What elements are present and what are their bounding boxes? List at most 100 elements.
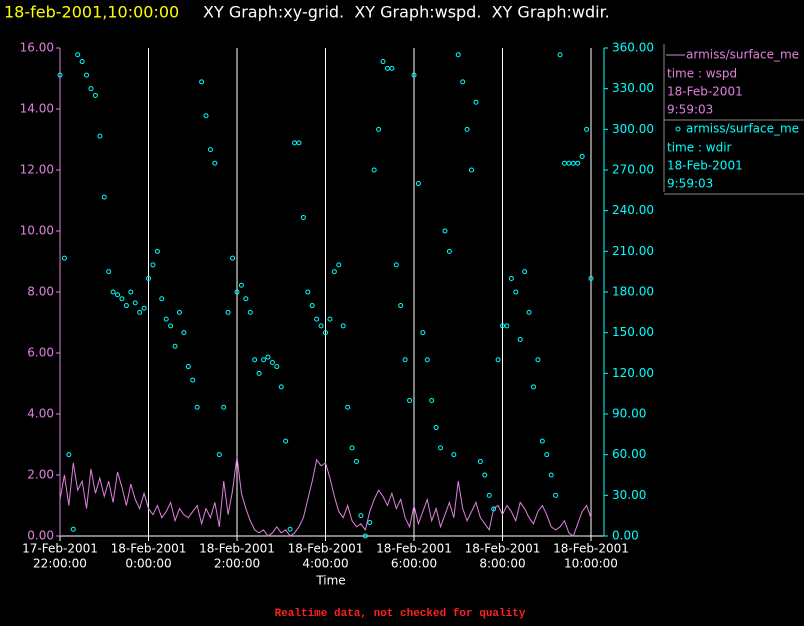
wdir-point (407, 397, 413, 403)
y-tick-label: 4.00 (27, 407, 54, 421)
wdir-point (367, 519, 373, 525)
wdir-point (482, 472, 488, 478)
wdir-point (486, 492, 492, 498)
wdir-point (389, 65, 395, 71)
wdir-point (473, 99, 479, 105)
wdir-point (287, 526, 293, 532)
y2-tick-label: 210.00 (612, 244, 654, 258)
legend-label: armiss/surface_me (686, 122, 799, 136)
wdir-point (491, 506, 497, 512)
wdir-point (194, 404, 200, 410)
wdir-point (451, 452, 457, 458)
wdir-point (349, 445, 355, 451)
wdir-point (402, 357, 408, 363)
wdir-point (119, 296, 125, 302)
legend-detail: 18-Feb-2001 (667, 159, 743, 173)
y2-tick-label: 240.00 (612, 203, 654, 217)
y-tick-label: 8.00 (27, 285, 54, 299)
y-tick-label: 16.00 (20, 41, 54, 55)
wdir-point (309, 303, 315, 309)
x-tick-label: 2:00:00 (214, 557, 260, 571)
wdir-point (66, 452, 72, 458)
wdir-point (358, 513, 364, 519)
wdir-point (256, 370, 262, 376)
wdir-point (101, 194, 107, 200)
wdir-point (415, 181, 421, 187)
wdir-point (548, 472, 554, 478)
wdir-point (203, 113, 209, 119)
y2-tick-label: 60.00 (612, 447, 646, 461)
y2-tick-label: 120.00 (612, 366, 654, 380)
wdir-point (181, 330, 187, 336)
wdir-point (234, 289, 240, 295)
wdir-point (243, 296, 249, 302)
legend-detail: time : wspd (667, 67, 737, 81)
x-tick-label: 10:00:00 (564, 557, 618, 571)
y-tick-label: 14.00 (20, 102, 54, 116)
wdir-point (154, 248, 160, 254)
wdir-point (429, 397, 435, 403)
wdir-point (221, 404, 227, 410)
wdir-point (544, 452, 550, 458)
x-tick-label: 17-Feb-2001 (22, 542, 98, 556)
wdir-point (508, 275, 514, 281)
wdir-point (460, 79, 466, 85)
x-tick-label: 18-Feb-2001 (553, 542, 629, 556)
wdir-point (110, 289, 116, 295)
y-tick-label: 2.00 (27, 468, 54, 482)
wdir-point (575, 160, 581, 166)
wspd-line (59, 456, 592, 537)
wdir-point (424, 357, 430, 363)
wdir-point (438, 445, 444, 451)
wdir-point (553, 492, 559, 498)
wdir-point (376, 126, 382, 132)
wdir-point (314, 316, 320, 322)
y2-tick-label: 150.00 (612, 325, 654, 339)
wdir-point (469, 167, 475, 173)
wdir-point (433, 425, 439, 431)
y2-tick-label: 300.00 (612, 122, 654, 136)
wdir-point (522, 269, 528, 275)
y-tick-label: 10.00 (20, 224, 54, 238)
wdir-point (300, 214, 306, 220)
wdir-point (323, 330, 328, 336)
legend-detail: 9:59:03 (667, 177, 713, 191)
wdir-point (265, 354, 271, 360)
wdir-point (84, 72, 90, 78)
wdir-point (340, 323, 346, 329)
x-tick-label: 8:00:00 (479, 557, 525, 571)
wdir-point (278, 384, 284, 390)
footer-note: Realtime data, not checked for quality (275, 608, 526, 620)
wdir-point (163, 316, 169, 322)
wdir-point (146, 275, 151, 281)
x-tick-label: 18-Feb-2001 (465, 542, 541, 556)
wdir-point (411, 72, 417, 78)
wdir-point (327, 316, 333, 322)
wdir-point (128, 289, 134, 295)
wdir-point (584, 126, 590, 132)
wdir-point (530, 384, 536, 390)
y2-tick-label: 90.00 (612, 407, 646, 421)
x-tick-label: 4:00:00 (302, 557, 348, 571)
wdir-point (79, 59, 85, 65)
wdir-point (172, 343, 178, 349)
wdir-point (446, 248, 452, 254)
wdir-point (207, 147, 213, 153)
wdir-point (539, 438, 545, 444)
wdir-point (535, 357, 541, 363)
wdir-point (442, 228, 448, 234)
wdir-point (513, 289, 519, 295)
wdir-point (477, 458, 483, 464)
y-tick-label: 0.00 (27, 529, 54, 543)
wdir-point (420, 330, 426, 336)
wdir-point (283, 438, 289, 444)
wdir-point (517, 336, 523, 342)
wdir-point (92, 92, 98, 98)
y2-tick-label: 30.00 (612, 488, 646, 502)
wdir-point (97, 133, 103, 139)
wdir-point (336, 262, 342, 268)
wdir-point (61, 255, 67, 261)
chart-title: XY Graph:xy-grid. XY Graph:wspd. XY Grap… (203, 3, 610, 22)
